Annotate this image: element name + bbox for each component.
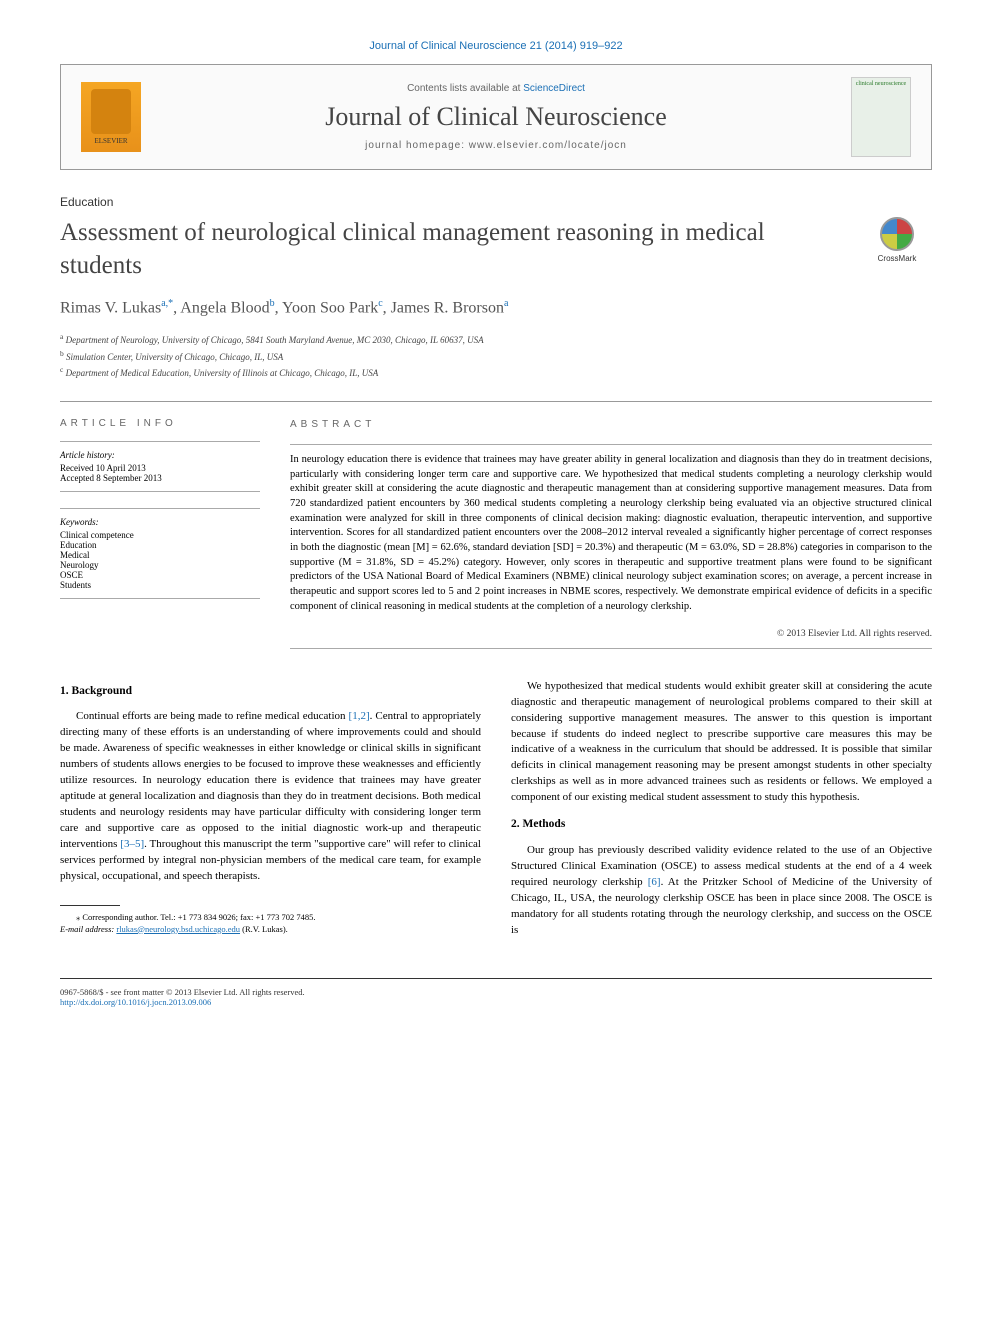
citation-header: Journal of Clinical Neuroscience 21 (201…: [60, 40, 932, 52]
article-info-heading: ARTICLE INFO: [60, 418, 260, 429]
body-paragraph: Continual efforts are being made to refi…: [60, 709, 481, 884]
body-paragraph: We hypothesized that medical students wo…: [511, 679, 932, 807]
body-paragraph: Our group has previously described valid…: [511, 843, 932, 939]
author-name: Angela Blood: [180, 299, 269, 316]
article-info-sidebar: ARTICLE INFO Article history: Received 1…: [60, 418, 260, 649]
article-history: Article history: Received 10 April 2013 …: [60, 441, 260, 492]
elsevier-logo-icon: ELSEVIER: [81, 82, 141, 152]
email-link[interactable]: rlukas@neurology.bsd.uchicago.edu: [116, 924, 240, 934]
author-name: James R. Brorson: [391, 299, 504, 316]
journal-homepage: journal homepage: www.elsevier.com/locat…: [141, 140, 851, 151]
doi-link[interactable]: http://dx.doi.org/10.1016/j.jocn.2013.09…: [60, 997, 211, 1007]
article-type: Education: [60, 195, 932, 209]
author-name: Yoon Soo Park: [282, 299, 378, 316]
body-column-right: We hypothesized that medical students wo…: [511, 679, 932, 949]
footer-bar: 0967-5868/$ - see front matter © 2013 El…: [60, 978, 932, 1007]
section-heading-background: 1. Background: [60, 683, 481, 700]
abstract-copyright: © 2013 Elsevier Ltd. All rights reserved…: [290, 622, 932, 648]
sciencedirect-link[interactable]: ScienceDirect: [523, 83, 585, 94]
keywords-block: Keywords: Clinical competence Education …: [60, 508, 260, 599]
section-heading-methods: 2. Methods: [511, 816, 932, 833]
journal-cover-thumbnail-icon: clinical neuroscience: [851, 77, 911, 157]
affiliations: a Department of Neurology, University of…: [60, 331, 932, 381]
authors-line: Rimas V. Lukasa,*, Angela Bloodb, Yoon S…: [60, 298, 932, 317]
body-column-left: 1. Background Continual efforts are bein…: [60, 679, 481, 949]
body-text: 1. Background Continual efforts are bein…: [60, 679, 932, 949]
abstract-text: In neurology education there is evidence…: [290, 444, 932, 623]
abstract: ABSTRACT In neurology education there is…: [290, 418, 932, 649]
abstract-heading: ABSTRACT: [290, 418, 932, 432]
crossmark-icon[interactable]: CrossMark: [862, 217, 932, 263]
author-name: Rimas V. Lukas: [60, 299, 161, 316]
article-title: Assessment of neurological clinical mana…: [60, 217, 842, 282]
footnote-separator: [60, 905, 120, 906]
corresponding-author-footnote: ⁎ Corresponding author. Tel.: +1 773 834…: [60, 912, 481, 936]
contents-lists-line: Contents lists available at ScienceDirec…: [141, 83, 851, 94]
journal-name: Journal of Clinical Neuroscience: [141, 102, 851, 132]
header-center: Contents lists available at ScienceDirec…: [141, 83, 851, 151]
journal-header-box: ELSEVIER Contents lists available at Sci…: [60, 64, 932, 170]
